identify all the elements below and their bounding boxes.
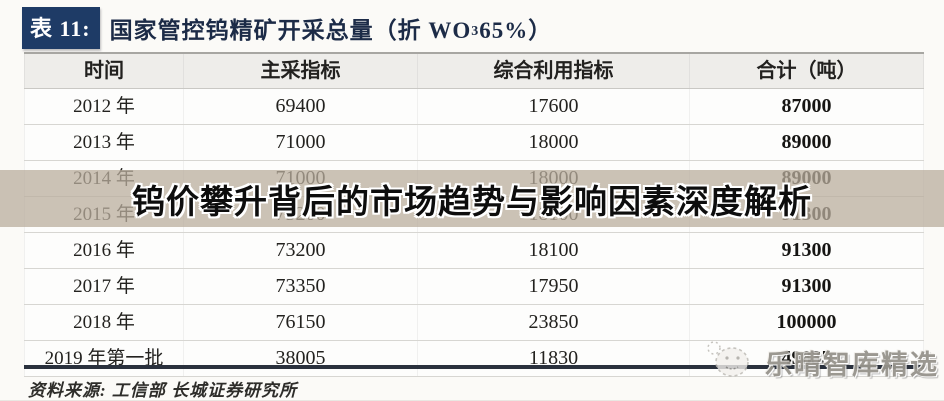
table-number-badge: 表 11:	[22, 7, 100, 49]
main-quota-cell: 69400	[184, 89, 418, 124]
table-row: 2017 年 73350 17950 91300	[24, 269, 924, 305]
period-cell: 2019 年第一批	[24, 341, 184, 376]
table-title-tail: 65%）	[479, 18, 553, 43]
headline-band	[0, 170, 944, 227]
table-row: 2018 年 76150 23850 100000	[24, 305, 924, 341]
main-quota-cell: 71000	[184, 125, 418, 160]
comprehensive-quota-cell: 18100	[418, 233, 690, 268]
period-cell: 2012 年	[24, 89, 184, 124]
table-title-text: 国家管控钨精矿开采总量（折 WO 3 65%）	[110, 7, 553, 49]
table-title-main: 国家管控钨精矿开采总量（折 WO	[109, 18, 472, 43]
column-header-main: 主采指标	[184, 54, 418, 88]
comprehensive-quota-cell: 17600	[418, 89, 690, 124]
table-row: 2012 年 69400 17600 87000	[24, 89, 924, 125]
main-quota-cell: 73200	[184, 233, 418, 268]
column-header-period: 时间	[24, 54, 184, 88]
total-cell: 87000	[690, 89, 924, 124]
table-row: 2016 年 73200 18100 91300	[24, 233, 924, 269]
total-cell: 49835	[690, 341, 924, 376]
comprehensive-quota-cell: 11830	[418, 341, 690, 376]
main-quota-cell: 76150	[184, 305, 418, 340]
period-cell: 2016 年	[24, 233, 184, 268]
main-quota-cell: 73350	[184, 269, 418, 304]
column-header-comprehensive: 综合利用指标	[418, 54, 690, 88]
table-bottom-rule	[24, 365, 924, 369]
column-header-total: 合计（吨）	[690, 54, 924, 88]
total-cell: 100000	[690, 305, 924, 340]
period-cell: 2013 年	[24, 125, 184, 160]
period-cell: 2018 年	[24, 305, 184, 340]
comprehensive-quota-cell: 23850	[418, 305, 690, 340]
comprehensive-quota-cell: 18000	[418, 125, 690, 160]
source-note: 资料来源: 工信部 长城证券研究所	[28, 381, 298, 400]
headline-text: 钨价攀升背后的市场趋势与影响因素深度解析	[132, 182, 812, 220]
total-cell: 91300	[690, 233, 924, 268]
total-cell: 91300	[690, 269, 924, 304]
total-cell: 89000	[690, 125, 924, 160]
table-row: 2019 年第一批 38005 11830 49835	[24, 341, 924, 377]
period-cell: 2017 年	[24, 269, 184, 304]
main-quota-cell: 38005	[184, 341, 418, 376]
watermark-text: 乐晴智库精选	[765, 350, 939, 380]
comprehensive-quota-cell: 17950	[418, 269, 690, 304]
mining-quota-table: 时间 主采指标 综合利用指标 合计（吨） 2012 年 69400 17600 …	[24, 52, 924, 377]
table-header-row: 时间 主采指标 综合利用指标 合计（吨）	[24, 52, 924, 89]
table-title: 表 11: 国家管控钨精矿开采总量（折 WO 3 65%）	[22, 7, 552, 49]
table-row: 2013 年 71000 18000 89000	[24, 125, 924, 161]
watermark-mascot-icon	[707, 341, 749, 377]
